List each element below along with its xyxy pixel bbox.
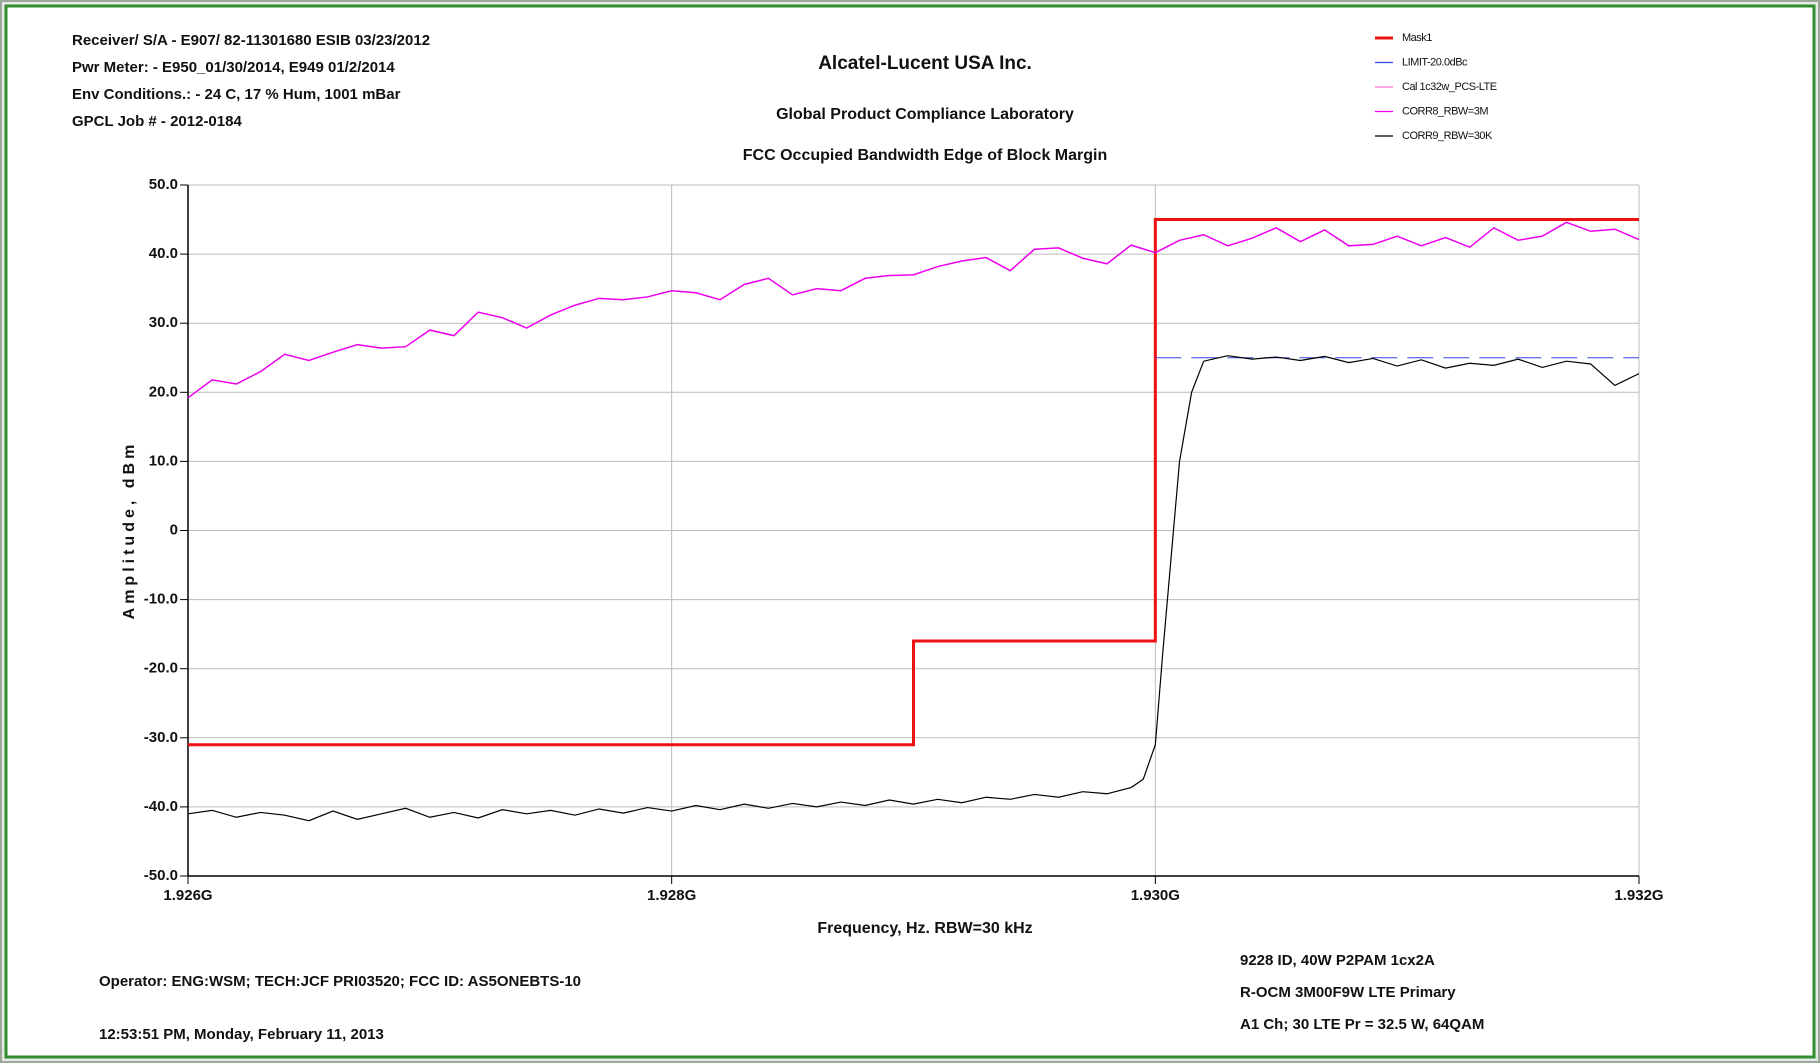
series-line <box>188 218 1639 747</box>
subtitle: Global Product Compliance Laboratory <box>776 106 1074 123</box>
y-tick-label: -30.0 <box>144 729 178 746</box>
header-line: Receiver/ S/A - E907/ 82-11301680 ESIB 0… <box>72 32 430 49</box>
footer-line: 12:53:51 PM, Monday, February 11, 2013 <box>99 1026 384 1043</box>
legend-label: Cal 1c32w_PCS-LTE <box>1402 81 1497 93</box>
footer-line: A1 Ch; 30 LTE Pr = 32.5 W, 64QAM <box>1240 1016 1484 1033</box>
y-tick-label: -10.0 <box>144 591 178 608</box>
legend-label: Mask1 <box>1402 32 1432 44</box>
legend-label: CORR8_RBW=3M <box>1402 105 1488 117</box>
y-tick-label: 10.0 <box>149 452 178 469</box>
footer-line: 9228 ID, 40W P2PAM 1cx2A <box>1240 952 1435 969</box>
footer-line: R-OCM 3M00F9W LTE Primary <box>1240 984 1456 1001</box>
series-line <box>187 355 1640 822</box>
x-tick-label: 1.932G <box>1614 887 1663 904</box>
y-tick-label: -20.0 <box>144 660 178 677</box>
x-axis-label: Frequency, Hz. RBW=30 kHz <box>817 920 1032 937</box>
subtitle: FCC Occupied Bandwidth Edge of Block Mar… <box>743 147 1107 164</box>
header-line: Pwr Meter: - E950_01/30/2014, E949 01/2/… <box>72 59 395 76</box>
x-tick-label: 1.928G <box>647 887 696 904</box>
y-tick-label: -40.0 <box>144 798 178 815</box>
header-line: Env Conditions.: - 24 C, 17 % Hum, 1001 … <box>72 86 401 103</box>
x-tick-label: 1.930G <box>1131 887 1180 904</box>
x-tick-label: 1.926G <box>163 887 212 904</box>
y-tick-label: 40.0 <box>149 245 178 262</box>
series-line <box>187 221 1640 399</box>
legend-label: LIMIT-20.0dBc <box>1402 56 1468 68</box>
footer-line: Operator: ENG:WSM; TECH:JCF PRI03520; FC… <box>99 973 581 990</box>
legend-label: CORR9_RBW=30K <box>1402 130 1493 142</box>
chart-title: Alcatel-Lucent USA Inc. <box>818 53 1032 74</box>
header-line: GPCL Job # - 2012-0184 <box>72 113 242 130</box>
y-tick-label: 30.0 <box>149 314 178 331</box>
y-tick-label: 20.0 <box>149 383 178 400</box>
y-tick-label: 50.0 <box>149 176 178 193</box>
y-axis-label: Amplitude, dBm <box>121 441 138 620</box>
y-tick-label: 0 <box>170 521 178 538</box>
frame <box>4 4 1816 1059</box>
y-tick-label: -50.0 <box>144 867 178 884</box>
